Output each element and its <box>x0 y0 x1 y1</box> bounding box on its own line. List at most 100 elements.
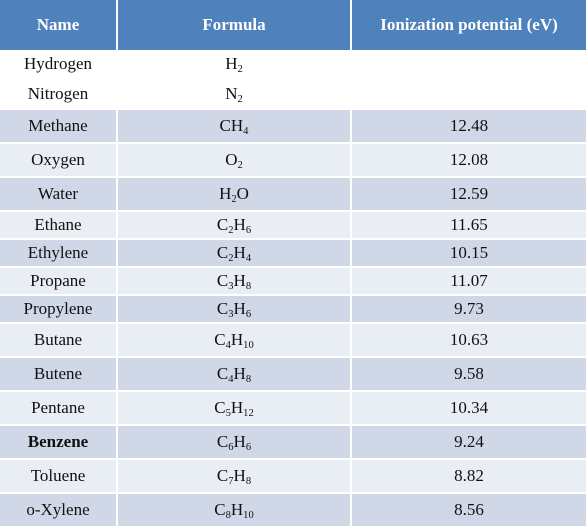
formula-subscript: 2 <box>231 194 237 206</box>
cell-name: Oxygen <box>0 143 118 178</box>
formula-subscript: 4 <box>228 374 234 386</box>
cell-ionization-potential: 12.48 <box>351 109 586 144</box>
formula-element: C <box>216 432 229 451</box>
cell-formula: C8H10 <box>117 493 352 528</box>
formula-element: C <box>214 398 226 417</box>
formula-element: H <box>219 184 232 203</box>
cell-formula: C4H8 <box>117 357 352 392</box>
header-ionization-potential: Ionization potential (eV) <box>351 0 586 50</box>
formula-element: C <box>216 299 229 318</box>
formula-subscript: 12 <box>243 408 254 420</box>
cell-formula: C6H6 <box>117 425 352 460</box>
cell-name: Water <box>0 177 118 212</box>
cell-ionization-potential: 9.73 <box>351 295 586 324</box>
formula-subscript: 2 <box>237 160 243 172</box>
table-row: Toluene C7H8 8.82 <box>0 459 586 494</box>
formula-subscript: 2 <box>228 253 234 265</box>
cell-formula: C4H10 <box>117 323 352 358</box>
cell-formula: C2H6 <box>117 211 352 240</box>
cell-formula: O2 <box>117 143 352 178</box>
formula-element: O <box>225 150 238 169</box>
formula-subscript: 7 <box>228 476 234 488</box>
cell-name: Methane <box>0 109 118 144</box>
table-row: Hydrogen H2 <box>0 50 586 80</box>
table-row: Methane CH4 12.48 <box>0 109 586 144</box>
cell-formula: H2 <box>117 50 352 80</box>
formula-subscript: 6 <box>228 442 234 454</box>
formula-element: H <box>230 398 244 417</box>
table-row: Water H2O 12.59 <box>0 177 586 212</box>
cell-name: Benzene <box>0 425 118 460</box>
cell-ionization-potential: 11.65 <box>351 211 586 240</box>
formula-element: H <box>233 364 246 383</box>
header-row: Name Formula Ionization potential (eV) <box>0 0 586 50</box>
cell-ionization-potential: 9.58 <box>351 357 586 392</box>
formula-subscript: 6 <box>245 225 252 237</box>
formula-subscript: 8 <box>225 510 231 522</box>
formula-element: H <box>225 54 238 73</box>
cell-ionization-potential <box>351 50 586 80</box>
cell-formula: C5H12 <box>117 391 352 426</box>
table-row: Propane C3H8 11.07 <box>0 267 586 296</box>
cell-ionization-potential: 10.34 <box>351 391 586 426</box>
cell-formula: C7H8 <box>117 459 352 494</box>
header-name: Name <box>0 0 118 50</box>
cell-ionization-potential: 8.82 <box>351 459 586 494</box>
cell-ionization-potential: 9.24 <box>351 425 586 460</box>
formula-element: N <box>225 84 238 103</box>
cell-name: Nitrogen <box>0 79 118 110</box>
formula-subscript: 6 <box>245 442 252 454</box>
formula-subscript: 10 <box>243 510 254 522</box>
formula-element: H <box>233 243 246 262</box>
formula-element: C <box>214 500 226 519</box>
table-row: Butene C4H8 9.58 <box>0 357 586 392</box>
table-row: Propylene C3H6 9.73 <box>0 295 586 324</box>
cell-ionization-potential: 11.07 <box>351 267 586 296</box>
formula-element: H <box>233 432 246 451</box>
table-row: Pentane C5H12 10.34 <box>0 391 586 426</box>
cell-name: Ethane <box>0 211 118 240</box>
cell-ionization-potential: 10.15 <box>351 239 586 268</box>
cell-name: Hydrogen <box>0 50 118 80</box>
formula-element: C <box>216 364 229 383</box>
formula-subscript: 3 <box>228 281 234 293</box>
formula-subscript: 8 <box>245 476 252 488</box>
formula-subscript: 2 <box>237 94 243 106</box>
formula-element: H <box>230 500 244 519</box>
formula-element: C <box>219 116 231 135</box>
table-row: Ethane C2H6 11.65 <box>0 211 586 240</box>
formula-subscript: 4 <box>225 340 231 352</box>
cell-formula: C3H6 <box>117 295 352 324</box>
cell-ionization-potential: 8.56 <box>351 493 586 528</box>
table-row: Butane C4H10 10.63 <box>0 323 586 358</box>
formula-element: H <box>233 466 246 485</box>
formula-subscript: 3 <box>228 309 234 321</box>
formula-subscript: 5 <box>225 408 231 420</box>
cell-formula: H2O <box>117 177 352 212</box>
formula-subscript: 6 <box>245 309 252 321</box>
cell-ionization-potential: 10.63 <box>351 323 586 358</box>
formula-element: H <box>230 330 244 349</box>
cell-name: Toluene <box>0 459 118 494</box>
formula-element: C <box>214 330 226 349</box>
formula-subscript: 8 <box>245 374 252 386</box>
table-row: Ethylene C2H4 10.15 <box>0 239 586 268</box>
cell-formula: CH4 <box>117 109 352 144</box>
table-row: Oxygen O2 12.08 <box>0 143 586 178</box>
formula-element: H <box>230 116 244 135</box>
formula-element: C <box>216 466 229 485</box>
cell-name: Butene <box>0 357 118 392</box>
cell-name: Butane <box>0 323 118 358</box>
formula-element: C <box>216 271 229 290</box>
formula-element: H <box>233 299 246 318</box>
formula-subscript: 2 <box>237 64 243 76</box>
table-body: Hydrogen H2 Nitrogen N2 Methane CH4 12.48 Oxyge… <box>0 50 586 528</box>
table-row: Nitrogen N2 <box>0 79 586 110</box>
cell-name: Pentane <box>0 391 118 426</box>
cell-formula: C3H8 <box>117 267 352 296</box>
formula-element: C <box>216 243 229 262</box>
header-formula: Formula <box>117 0 352 50</box>
cell-ionization-potential: 12.08 <box>351 143 586 178</box>
cell-formula: N2 <box>117 79 352 110</box>
